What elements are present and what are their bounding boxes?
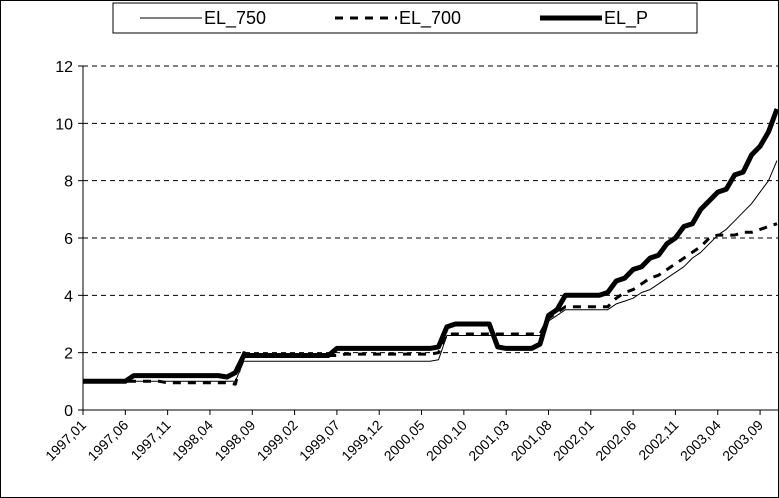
y-tick-label: 8 <box>64 174 73 191</box>
y-tick-label: 10 <box>55 116 73 133</box>
legend-label: EL_750 <box>204 8 266 29</box>
series-line <box>83 160 778 382</box>
y-tick-label: 12 <box>55 59 73 76</box>
series-line <box>83 108 779 384</box>
y-tick-label: 2 <box>64 346 73 363</box>
y-tick-label: 0 <box>64 403 73 420</box>
y-tick-label: 4 <box>64 288 73 305</box>
legend-label: EL_P <box>604 8 648 29</box>
y-tick-label: 6 <box>64 231 73 248</box>
legend-label: EL_700 <box>399 8 461 29</box>
